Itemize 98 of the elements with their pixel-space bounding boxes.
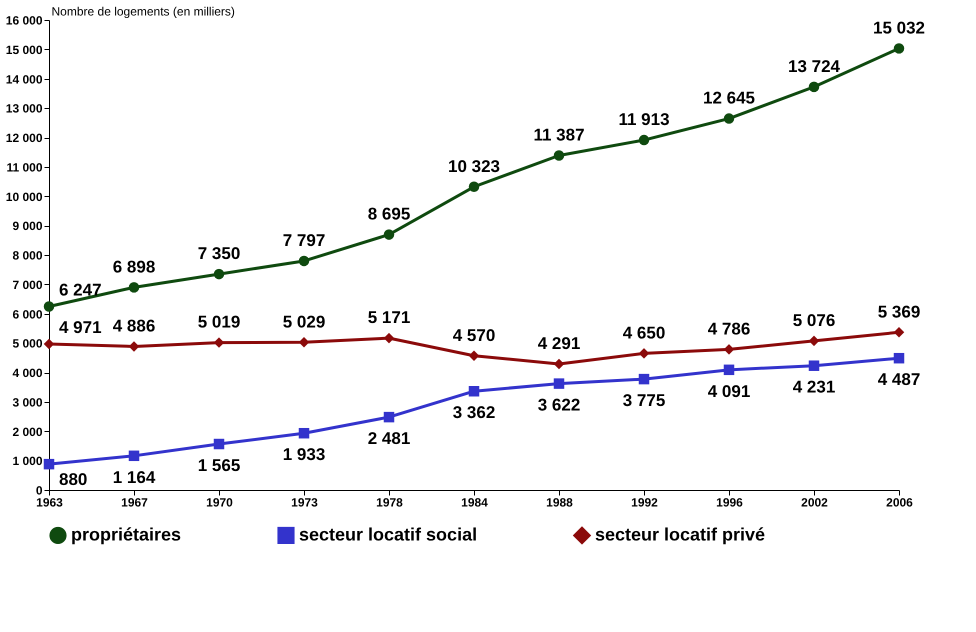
- y-tick-label: 8 000: [12, 248, 43, 262]
- x-tick-label: 1988: [546, 496, 574, 510]
- data-label: 1 933: [282, 445, 326, 464]
- x-tick-label: 1970: [206, 496, 234, 510]
- data-label: 3 622: [538, 396, 580, 415]
- data-label: 4 091: [708, 382, 750, 401]
- point: [384, 229, 394, 240]
- data-label: 4 650: [622, 323, 666, 342]
- data-label: 3 775: [622, 391, 666, 410]
- data-label: 4 487: [878, 370, 920, 390]
- y-tick-label: 3 000: [12, 395, 43, 410]
- point: [298, 337, 310, 348]
- point: [808, 360, 820, 371]
- data-label: 3 362: [452, 403, 496, 422]
- point: [214, 337, 224, 348]
- y-tick-label: 1 000: [12, 454, 43, 468]
- point: [894, 43, 904, 54]
- y-tick-label: 2 000: [12, 424, 43, 439]
- point: [638, 348, 650, 359]
- x-tick-label: 1963: [36, 496, 64, 510]
- point: [724, 344, 734, 355]
- data-label: 4 886: [112, 316, 156, 336]
- point: [554, 150, 564, 161]
- data-label: 6 247: [59, 280, 102, 300]
- data-label: 6 898: [112, 257, 156, 276]
- y-tick-label: 13 000: [6, 102, 43, 116]
- x-tick-label: 1973: [291, 496, 318, 510]
- data-label: 13 724: [788, 56, 841, 76]
- point: [554, 378, 564, 389]
- point: [808, 82, 820, 92]
- y-axis-title: Nombre de logements (en milliers): [52, 4, 235, 18]
- point: [894, 352, 904, 364]
- data-label: 8 695: [368, 204, 410, 224]
- point: [724, 113, 734, 124]
- data-label: 4 231: [792, 378, 836, 397]
- data-label: 4 291: [538, 334, 580, 353]
- data-label: 880: [59, 470, 88, 490]
- point: [298, 428, 310, 438]
- data-label: 11 913: [618, 110, 670, 130]
- y-tick-label: 14 000: [6, 72, 43, 86]
- data-label: 12 645: [703, 88, 755, 108]
- data-label: 5 019: [198, 312, 240, 332]
- x-tick-label: 2002: [801, 496, 828, 510]
- data-label: 4 786: [708, 319, 750, 338]
- y-tick-label: 9 000: [12, 219, 43, 234]
- point: [638, 374, 650, 384]
- legend-label: secteur locatif privé: [595, 524, 766, 544]
- y-tick-label: 0: [36, 484, 43, 498]
- point: [128, 282, 140, 293]
- y-tick-label: 4 000: [12, 366, 43, 380]
- x-tick-label: 2006: [886, 496, 914, 510]
- y-tick-label: 12 000: [6, 131, 43, 145]
- point: [468, 386, 480, 396]
- data-label: 7 797: [282, 230, 326, 250]
- data-label: 1 164: [112, 468, 156, 487]
- x-tick-label: 1967: [121, 496, 148, 510]
- point: [214, 438, 224, 450]
- data-label: 4 570: [452, 326, 496, 345]
- legend-label: propriétaires: [71, 524, 182, 544]
- legend-label: secteur locatif social: [299, 524, 478, 544]
- point: [468, 350, 480, 361]
- data-label: 5 029: [282, 312, 326, 332]
- data-label: 5 369: [878, 302, 920, 322]
- x-tick-label: 1996: [716, 496, 744, 510]
- point: [724, 364, 734, 376]
- point: [468, 182, 480, 192]
- point: [554, 358, 564, 370]
- data-label: 5 076: [792, 310, 836, 330]
- point: [638, 134, 650, 146]
- point: [128, 450, 140, 462]
- point: [384, 412, 394, 422]
- point: [44, 338, 54, 350]
- point: [44, 301, 54, 312]
- y-tick-label: 16 000: [6, 14, 43, 28]
- y-tick-label: 6 000: [12, 307, 43, 322]
- point: [214, 268, 224, 280]
- x-tick-label: 1992: [631, 496, 658, 510]
- y-tick-label: 10 000: [6, 190, 43, 204]
- data-label: 1 565: [198, 456, 240, 476]
- y-tick-label: 11 000: [6, 160, 43, 174]
- x-tick-label: 1978: [376, 496, 404, 510]
- point: [128, 341, 140, 352]
- point: [298, 256, 310, 266]
- y-tick-label: 15 000: [6, 42, 43, 57]
- point: [44, 458, 54, 470]
- x-tick-label: 1984: [461, 496, 488, 510]
- data-label: 11 387: [533, 126, 585, 145]
- point: [384, 332, 394, 344]
- data-label: 5 171: [368, 308, 410, 328]
- data-label: 10 323: [448, 156, 500, 176]
- y-tick-label: 5 000: [12, 336, 43, 351]
- point: [808, 336, 820, 346]
- point: [894, 327, 904, 338]
- data-label: 4 971: [59, 318, 102, 337]
- y-tick-label: 7 000: [12, 278, 43, 292]
- data-label: 15 032: [873, 18, 925, 38]
- data-label: 7 350: [198, 244, 240, 264]
- data-label: 2 481: [368, 429, 410, 448]
